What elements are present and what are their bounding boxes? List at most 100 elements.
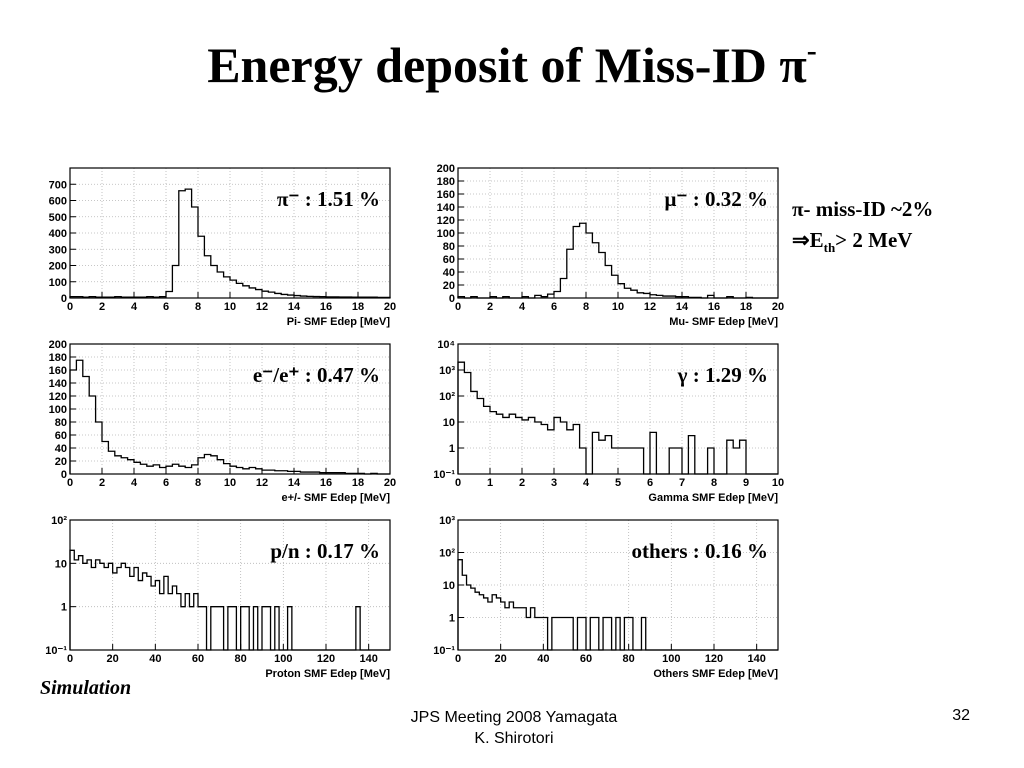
histogram-series — [69, 359, 390, 475]
y-tick-label: 500 — [49, 212, 67, 224]
y-tick-label: 140 — [437, 202, 455, 214]
x-tick-label: 3 — [551, 477, 557, 489]
y-tick-label: 20 — [443, 280, 455, 292]
y-tick-label: 80 — [443, 241, 455, 253]
x-tick-label: 20 — [772, 301, 784, 313]
y-tick-label: 10 — [443, 417, 455, 429]
x-tick-label: 2 — [99, 477, 105, 489]
y-tick-label: 160 — [437, 189, 455, 201]
y-tick-label: 300 — [49, 244, 67, 256]
x-tick-label: 8 — [583, 301, 589, 313]
threshold-note: ⇒Eth> 2 MeV — [792, 225, 933, 263]
y-tick-label: 200 — [49, 261, 67, 273]
x-tick-label: 10 — [612, 301, 624, 313]
slide-title-text: Energy deposit of Miss-ID π — [207, 37, 807, 93]
histogram-panel-3: 0 2 4 6 8 10 12 14 16 18 2002040608010012014016018… — [28, 331, 412, 504]
y-tick-label: 180 — [437, 176, 455, 188]
y-tick-label: 100 — [437, 228, 455, 240]
x-tick-label: 1 — [487, 477, 493, 489]
y-tick-label: 600 — [49, 196, 67, 208]
x-tick-label: 100 — [274, 653, 292, 665]
footer-line-1: JPS Meeting 2008 Yamagata — [410, 709, 618, 726]
x-tick-label: 14 — [676, 301, 689, 313]
histogram-panel-4: 0 1 2 3 4 5 6 7 8 9 10 10⁻¹ 1 10 10² 10³ 10⁴ Gamma SMF Ed… — [416, 331, 800, 504]
y-tick-label: 10⁻¹ — [45, 645, 67, 657]
x-tick-label: 20 — [495, 653, 507, 665]
page-number: 32 — [952, 707, 970, 724]
x-tick-label: 9 — [743, 477, 749, 489]
x-tick-label: 12 — [256, 477, 268, 489]
x-tick-label: 120 — [705, 653, 723, 665]
x-tick-label: 14 — [288, 477, 301, 489]
panel-label: μ⁻ : 0.32 % — [665, 187, 768, 211]
panel-label: γ : 1.29 % — [677, 363, 768, 387]
y-tick-label: 10 — [443, 580, 455, 592]
x-axis-title: Mu- SMF Edep [MeV] — [669, 316, 778, 328]
x-tick-label: 0 — [455, 653, 461, 665]
x-tick-label: 4 — [131, 477, 138, 489]
y-tick-label: 1 — [449, 443, 455, 455]
y-tick-label: 120 — [49, 391, 67, 403]
x-tick-label: 20 — [107, 653, 119, 665]
x-tick-label: 0 — [455, 301, 461, 313]
x-tick-label: 5 — [615, 477, 621, 489]
y-tick-label: 1 — [61, 602, 67, 614]
x-axis-title: Others SMF Edep [MeV] — [653, 668, 778, 680]
x-tick-label: 6 — [551, 301, 557, 313]
y-tick-label: 200 — [437, 163, 455, 175]
y-tick-label: 120 — [437, 215, 455, 227]
y-tick-label: 10² — [439, 548, 455, 560]
x-tick-label: 4 — [583, 477, 590, 489]
x-tick-label: 18 — [740, 301, 752, 313]
histogram-panel-6: 0 20 40 60 80 100 120 140 10⁻¹ 1 10 10² 10³ Others SM… — [416, 507, 800, 680]
y-tick-label: 160 — [49, 365, 67, 377]
y-tick-label: 40 — [55, 443, 67, 455]
y-tick-label: 0 — [61, 469, 67, 481]
x-axis-title: e+/- SMF Edep [MeV] — [282, 492, 391, 504]
x-tick-label: 140 — [359, 653, 377, 665]
x-tick-label: 10 — [772, 477, 784, 489]
x-tick-label: 6 — [163, 477, 169, 489]
panel-label: π⁻ : 1.51 % — [277, 187, 380, 211]
x-tick-label: 14 — [288, 301, 301, 313]
x-tick-label: 6 — [647, 477, 653, 489]
x-tick-label: 18 — [352, 477, 364, 489]
y-tick-label: 10³ — [439, 365, 455, 377]
x-tick-label: 140 — [747, 653, 765, 665]
y-tick-label: 10⁻¹ — [433, 645, 455, 657]
histogram-panel-5: 0 20 40 60 80 100 120 140 10⁻¹ 1 10 10² Proton SMF E… — [28, 507, 412, 680]
panel-background — [28, 507, 412, 679]
x-tick-label: 10 — [224, 301, 236, 313]
x-tick-label: 0 — [67, 653, 73, 665]
x-tick-label: 4 — [131, 301, 138, 313]
panel-background — [416, 507, 800, 679]
panel-label: others : 0.16 % — [632, 539, 768, 563]
y-tick-label: 0 — [449, 293, 455, 305]
threshold-subscript: th — [823, 240, 836, 256]
x-tick-label: 4 — [519, 301, 526, 313]
x-tick-label: 7 — [679, 477, 685, 489]
y-tick-label: 0 — [61, 293, 67, 305]
y-tick-label: 200 — [49, 339, 67, 351]
x-tick-label: 80 — [623, 653, 635, 665]
x-tick-label: 16 — [708, 301, 720, 313]
y-tick-label: 10² — [51, 515, 67, 527]
y-tick-label: 20 — [55, 456, 67, 468]
side-notes: π- miss-ID ~2% ⇒Eth> 2 MeV — [792, 194, 933, 263]
y-tick-label: 60 — [443, 254, 455, 266]
plot-frame — [69, 519, 391, 651]
panel-label: p/n : 0.17 % — [270, 539, 380, 563]
footer-line-2: K. Shirotori — [474, 730, 554, 747]
y-tick-label: 400 — [49, 228, 67, 240]
y-tick-label: 60 — [55, 430, 67, 442]
miss-id-note: π- miss-ID ~2% — [792, 197, 934, 221]
x-axis-title: Pi- SMF Edep [MeV] — [287, 316, 391, 328]
x-tick-label: 80 — [235, 653, 247, 665]
x-tick-label: 2 — [487, 301, 493, 313]
x-tick-label: 0 — [455, 477, 461, 489]
y-tick-label: 140 — [49, 378, 67, 390]
panel-label: e⁻/e⁺ : 0.47 % — [253, 363, 380, 387]
x-tick-label: 0 — [67, 301, 73, 313]
y-tick-label: 40 — [443, 267, 455, 279]
y-tick-label: 1 — [449, 613, 455, 625]
